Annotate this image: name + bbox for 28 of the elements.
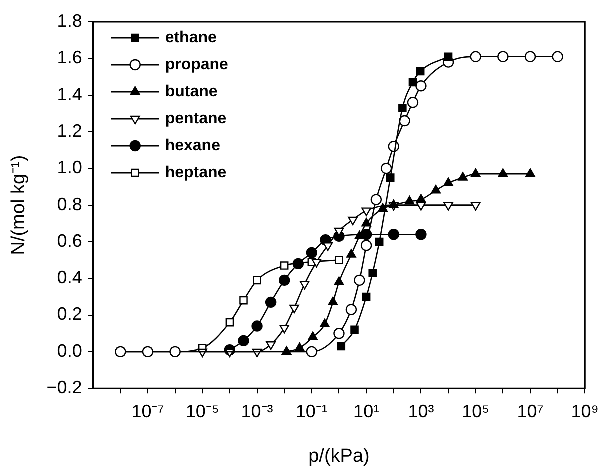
x-tick-label: 10⁻¹	[296, 401, 328, 422]
legend-label: butane	[165, 83, 218, 100]
x-tick-label: 10⁷	[517, 401, 544, 422]
y-tick-label: 0.6	[57, 230, 82, 251]
y-tick-label: 0.8	[57, 194, 82, 214]
legend-label: ethane	[165, 29, 218, 46]
y-tick-label: 0.0	[57, 340, 82, 361]
legend-label: heptane	[165, 164, 227, 182]
x-tick-label: 10⁻⁵	[186, 401, 220, 422]
y-tick-label: 1.6	[57, 48, 82, 68]
x-tick-label: 10⁹	[571, 401, 599, 422]
x-tick-label: 10⁻³	[241, 401, 274, 422]
x-tick-label: 10⁵	[462, 401, 490, 422]
x-tick-label: 10³	[408, 401, 434, 422]
legend-label: propane	[165, 56, 229, 74]
y-tick-label: 1.2	[57, 120, 82, 141]
y-tick-label: −0.2	[46, 378, 82, 398]
y-tick-label: 0.2	[57, 304, 82, 324]
legend-label: pentane	[165, 110, 227, 128]
legend-label: hexane	[165, 137, 221, 154]
y-tick-label: 1.0	[57, 158, 82, 178]
x-tick-label: 10⁻⁷	[132, 401, 164, 422]
y-tick-label: 0.4	[57, 268, 82, 288]
y-axis-title: N/(mol kg⁻¹)	[8, 155, 30, 256]
x-tick-label: 10¹	[354, 401, 380, 422]
x-axis-title: p/(kPa)	[308, 446, 370, 467]
y-tick-label: 1.8	[57, 10, 82, 31]
y-tick-label: 1.4	[57, 84, 82, 104]
